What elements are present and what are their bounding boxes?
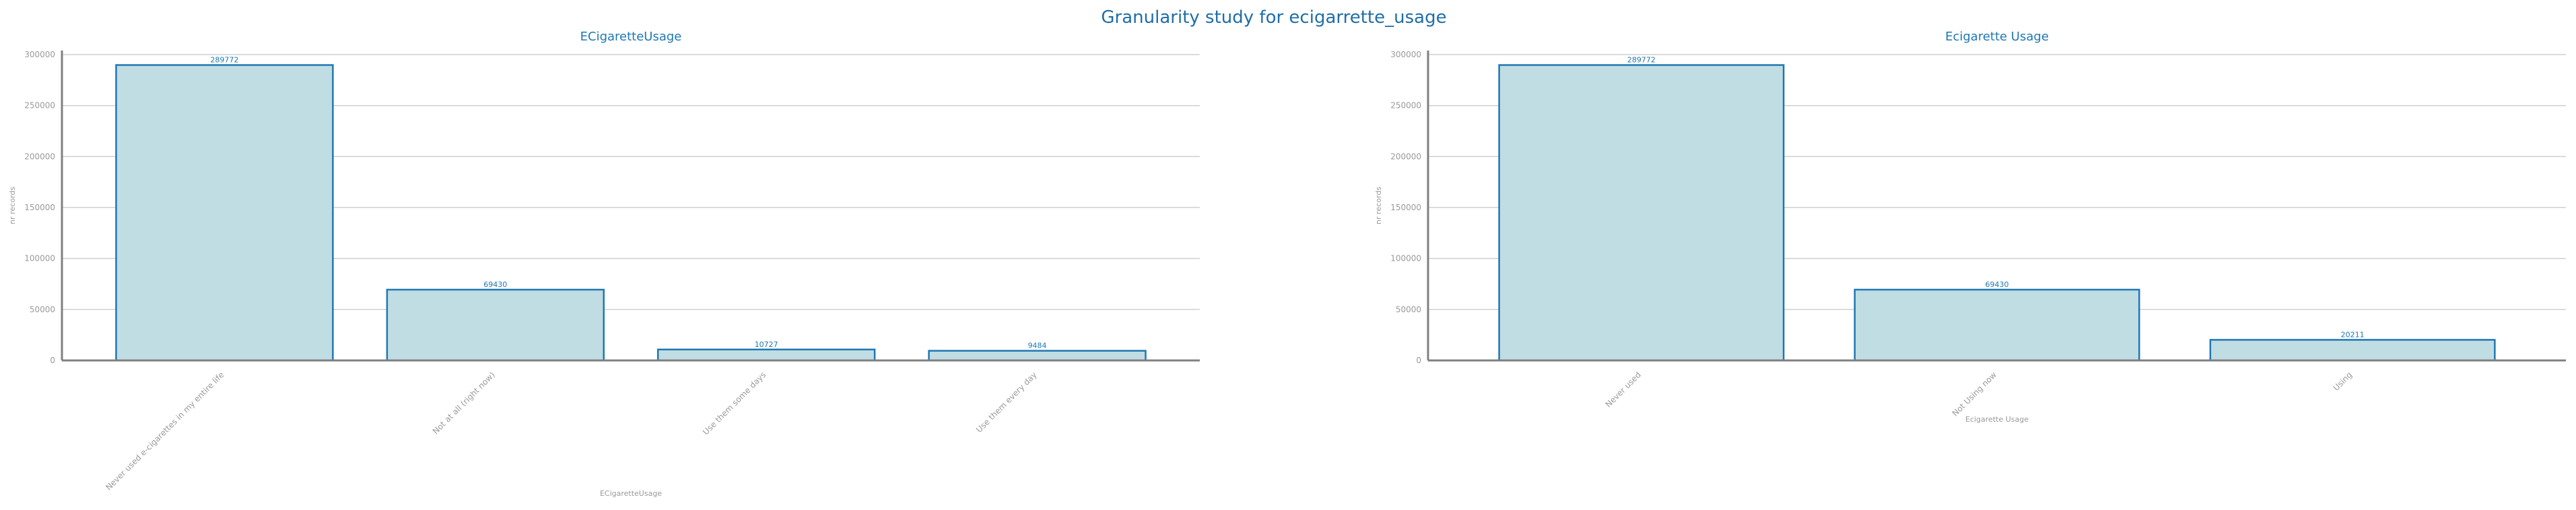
y-axis-label: nr records (8, 187, 17, 224)
x-tick-label: Use them some days (701, 370, 768, 437)
x-tick-label: Never used (1604, 370, 1643, 409)
bar-data-label: 69430 (483, 280, 507, 289)
y-tick-label: 100000 (1390, 254, 1421, 263)
bar-data-label: 10727 (755, 340, 778, 349)
y-tick-label: 150000 (24, 203, 55, 212)
y-tick-label: 200000 (24, 152, 55, 161)
y-tick-label: 200000 (1390, 152, 1421, 161)
chart-2: 0 50000 100000 150000 200000 250000 300000 2897… (1374, 30, 2566, 424)
chart-title: ECigaretteUsage (580, 30, 682, 44)
bar (928, 350, 1147, 362)
x-tick-label: Not at all (right now) (431, 370, 497, 436)
bar (1854, 288, 2140, 362)
y-tick-label: 0 (50, 356, 55, 365)
bar-data-label: 289772 (1627, 56, 1656, 65)
x-axis-label: Ecigarette Usage (1965, 415, 2029, 424)
x-tick-label: Using (2332, 370, 2354, 393)
y-tick-label: 50000 (1396, 305, 1421, 314)
bar-data-label: 289772 (210, 56, 238, 65)
bar (115, 64, 334, 362)
bar-data-label: 20211 (2341, 330, 2365, 339)
bar-data-label: 69430 (1986, 280, 2009, 289)
bar (1498, 64, 1785, 362)
y-tick-label: 250000 (1390, 101, 1421, 110)
bar (2209, 339, 2496, 362)
y-tick-label: 0 (1416, 356, 1421, 365)
x-axis-label: ECigaretteUsage (600, 489, 662, 498)
bar (386, 288, 605, 362)
y-tick-label: 250000 (24, 101, 55, 110)
y-tick-label: 300000 (24, 50, 55, 59)
bar-data-label: 9484 (1028, 342, 1047, 350)
y-tick-label: 50000 (30, 305, 55, 314)
y-tick-label: 150000 (1390, 203, 1421, 212)
y-axis-label: nr records (1374, 187, 1383, 224)
figure-title: Granularity study for ecigarrette_usage (1101, 7, 1446, 28)
chart-title: Ecigarette Usage (1945, 30, 2049, 44)
x-tick-label: Use them every day (974, 370, 1039, 435)
bar (656, 348, 876, 362)
chart-1: 0 50000 100000 150000 200000 250000 300000 2897… (8, 30, 1200, 498)
charts-container: 0 50000 100000 150000 200000 250000 300000 2897… (8, 30, 2566, 498)
y-tick-label: 300000 (1390, 50, 1421, 59)
x-tick-label: Never used e-cigarettes in my entire lif… (104, 370, 226, 492)
y-tick-label: 100000 (24, 254, 55, 263)
x-tick-label: Not Using now (1951, 370, 1999, 418)
